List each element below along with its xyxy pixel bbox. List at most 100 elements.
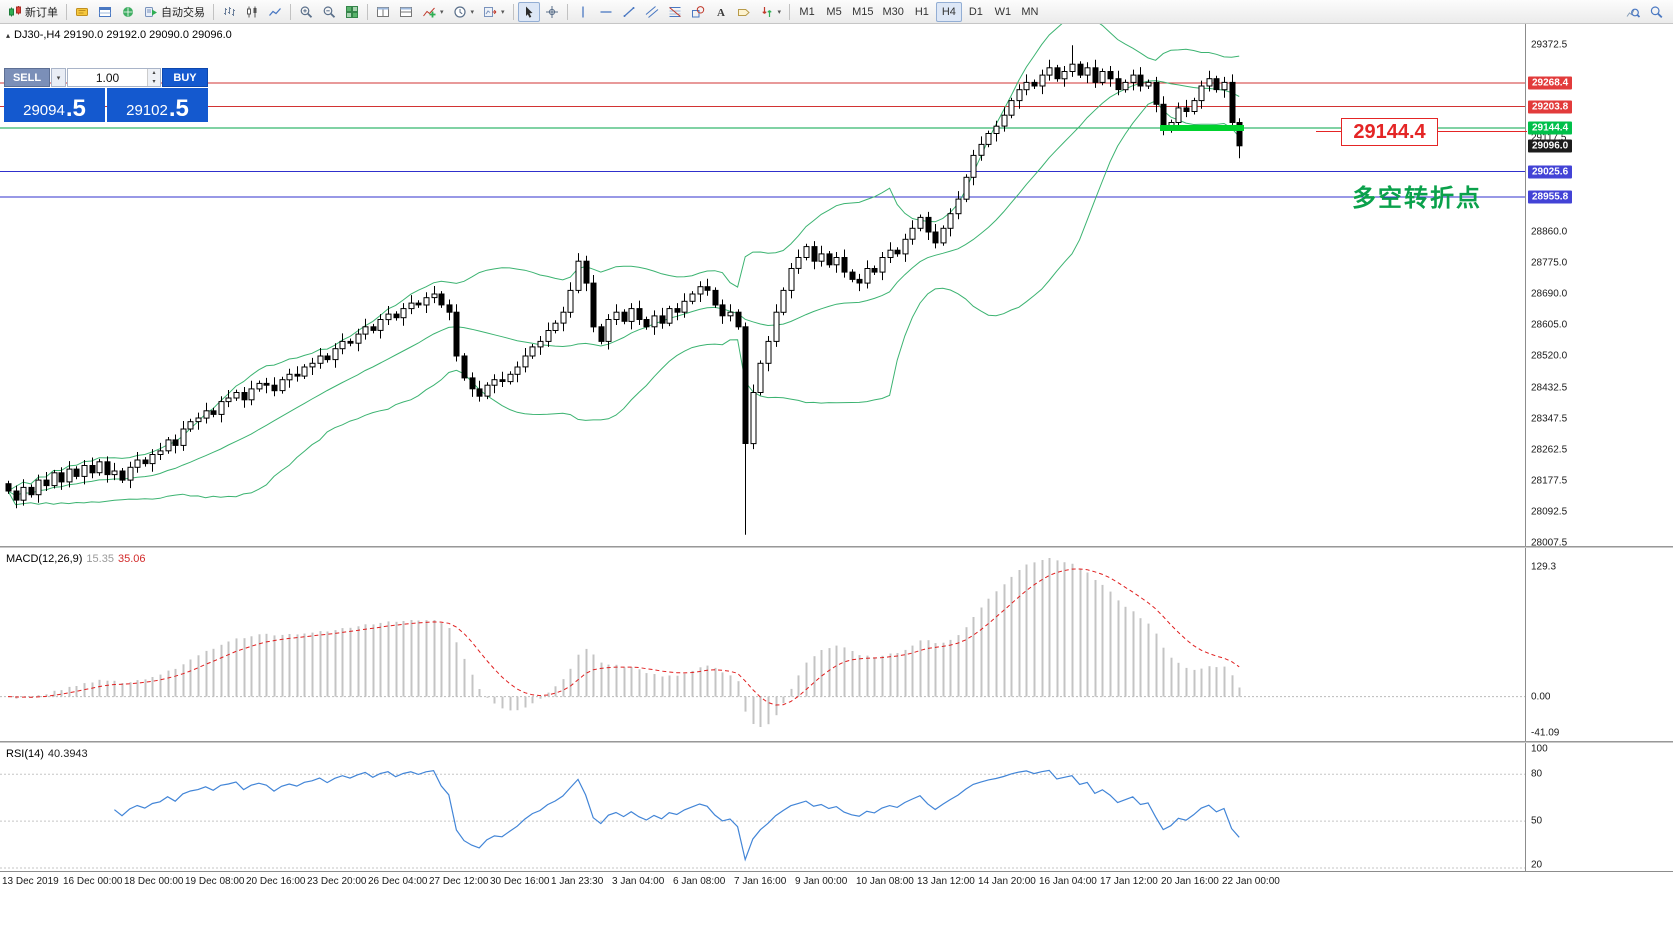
- chart-search-button[interactable]: [1622, 2, 1644, 22]
- time-axis-label: 19 Dec 08:00: [185, 876, 245, 887]
- support-highlight-bar: [1160, 125, 1244, 131]
- rsi-line: [114, 769, 1240, 862]
- arrange-h-icon: [376, 5, 390, 19]
- text-button[interactable]: A: [710, 2, 732, 22]
- button-label: H4: [941, 5, 956, 18]
- tf-m15[interactable]: M15: [848, 2, 877, 22]
- bollinger-middle-band: [7, 80, 1240, 497]
- tf-w1[interactable]: W1: [990, 2, 1016, 22]
- shapes-button[interactable]: [687, 2, 709, 22]
- time-axis-label: 18 Dec 00:00: [124, 876, 184, 887]
- horizontal-line-icon: [599, 5, 613, 19]
- macd-title: MACD(12,26,9) 15.35 35.06: [6, 553, 145, 565]
- bollinger-lower-band: [7, 100, 1240, 506]
- chart-objects-button[interactable]: ▾: [479, 2, 509, 22]
- tf-d1[interactable]: D1: [963, 2, 989, 22]
- trendline-button[interactable]: [618, 2, 640, 22]
- caret-down-icon: ▾: [501, 8, 505, 16]
- arrange-horizontal-button[interactable]: [372, 2, 394, 22]
- rsi-axis-label: 20: [1531, 859, 1543, 871]
- time-axis-label: 26 Dec 04:00: [368, 876, 428, 887]
- price-tag: 29144.4: [1528, 121, 1573, 135]
- horizontal-line-button[interactable]: [595, 2, 617, 22]
- time-axis-label: 1 Jan 23:30: [551, 876, 604, 887]
- zoom-out-button[interactable]: [318, 2, 340, 22]
- arrows-button[interactable]: ▾: [756, 2, 786, 22]
- time-axis-label: 14 Jan 20:00: [978, 876, 1036, 887]
- buy-price-box[interactable]: 29102.5: [107, 88, 208, 122]
- chart-shift-icon: [483, 5, 497, 19]
- fibonacci-button[interactable]: [664, 2, 686, 22]
- tf-h1[interactable]: H1: [909, 2, 935, 22]
- tile-windows-button[interactable]: [341, 2, 363, 22]
- price-callout-box[interactable]: 29144.4: [1341, 118, 1438, 146]
- deposit-button[interactable]: [71, 2, 93, 22]
- rsi-axis[interactable]: 100 80 50 20: [1526, 743, 1673, 871]
- vertical-line-button[interactable]: [572, 2, 594, 22]
- time-axis-label: 13 Dec 2019: [2, 876, 59, 887]
- news-button[interactable]: [117, 2, 139, 22]
- buy-button[interactable]: BUY: [162, 68, 208, 87]
- volume-down-icon[interactable]: ▾: [148, 77, 160, 86]
- data-window-button[interactable]: [94, 2, 116, 22]
- arrange-vertical-button[interactable]: [395, 2, 417, 22]
- caret-down-icon: ▾: [470, 8, 475, 16]
- toolbar-group: 新订单: [4, 2, 62, 22]
- toolbar-group: 自动交易: [71, 2, 209, 22]
- button-label: M15: [852, 5, 874, 18]
- tf-m5[interactable]: M5: [821, 2, 847, 22]
- caret-down-icon: ▾: [777, 8, 782, 16]
- symbol-search-button[interactable]: [1645, 2, 1667, 22]
- sell-price-box[interactable]: 29094.5: [4, 88, 105, 122]
- price-tag: 29096.0: [1528, 139, 1573, 153]
- rsi-value: 40.3943: [47, 748, 88, 760]
- price-tag: 29025.6: [1528, 165, 1573, 179]
- cursor-button[interactable]: [517, 1, 540, 22]
- toolbar-group: A ▾: [572, 2, 786, 22]
- buy-price: 29102: [126, 101, 168, 119]
- panel-splitter[interactable]: [0, 741, 1673, 743]
- period-menu-button[interactable]: ▾: [449, 2, 479, 22]
- button-label: MN: [1021, 5, 1039, 18]
- time-axis[interactable]: 13 Dec 2019 16 Dec 00:00 18 Dec 00:00 19 De…: [0, 871, 1673, 891]
- candle-chart-button[interactable]: [241, 2, 263, 22]
- sell-button[interactable]: SELL: [4, 68, 50, 87]
- label-button[interactable]: [733, 2, 755, 22]
- macd-histogram: [15, 558, 1241, 727]
- rsi-panel[interactable]: RSI(14) 40.3943: [0, 743, 1526, 871]
- insert-indicator-button[interactable]: ▾: [418, 2, 448, 22]
- zoom-in-button[interactable]: [295, 2, 317, 22]
- price-axis-label: 28007.5: [1531, 537, 1568, 549]
- macd-axis[interactable]: 129.3 0.00 -41.09: [1526, 548, 1673, 741]
- macd-panel[interactable]: MACD(12,26,9) 15.35 35.06: [0, 548, 1526, 741]
- main-chart-panel[interactable]: ▴ DJ30-,H4 29190.0 29192.0 29090.0 29096.…: [0, 24, 1526, 546]
- line-chart-button[interactable]: [264, 2, 286, 22]
- bars-chart-button[interactable]: [218, 2, 240, 22]
- equidistant-channel-button[interactable]: [641, 2, 663, 22]
- tf-h4[interactable]: H4: [935, 1, 962, 22]
- order-type-caret[interactable]: ▾: [51, 68, 66, 87]
- time-axis-label: 7 Jan 16:00: [734, 876, 787, 887]
- volume-input[interactable]: [68, 69, 147, 86]
- rsi-axis-label: 50: [1531, 815, 1543, 827]
- price-axis-label: 28262.5: [1531, 444, 1568, 456]
- tf-mn[interactable]: MN: [1017, 2, 1043, 22]
- collapse-trade-panel-icon[interactable]: ▴: [6, 31, 11, 40]
- cursor-icon: [522, 5, 536, 19]
- toolbar-group: [218, 2, 286, 22]
- new-order-button[interactable]: 新订单: [4, 2, 62, 22]
- candlestick-chart[interactable]: [0, 24, 1526, 546]
- time-axis-label: 30 Dec 16:00: [490, 876, 550, 887]
- algo-trading-button[interactable]: 自动交易: [140, 2, 209, 22]
- button-label: 自动交易: [161, 6, 205, 19]
- panel-splitter[interactable]: [0, 546, 1673, 548]
- crosshair-button[interactable]: [541, 2, 563, 22]
- price-axis-label: 28432.5: [1531, 382, 1568, 394]
- tf-m1[interactable]: M1: [794, 2, 820, 22]
- toolbar-group: [295, 2, 363, 22]
- volume-up-icon[interactable]: ▴: [148, 69, 160, 78]
- tf-m30[interactable]: M30: [878, 2, 907, 22]
- price-axis[interactable]: 29372.5 29117.5 28860.0 28775.0 28690.0 28605…: [1526, 24, 1673, 549]
- volume-stepper[interactable]: ▴ ▾: [147, 69, 160, 86]
